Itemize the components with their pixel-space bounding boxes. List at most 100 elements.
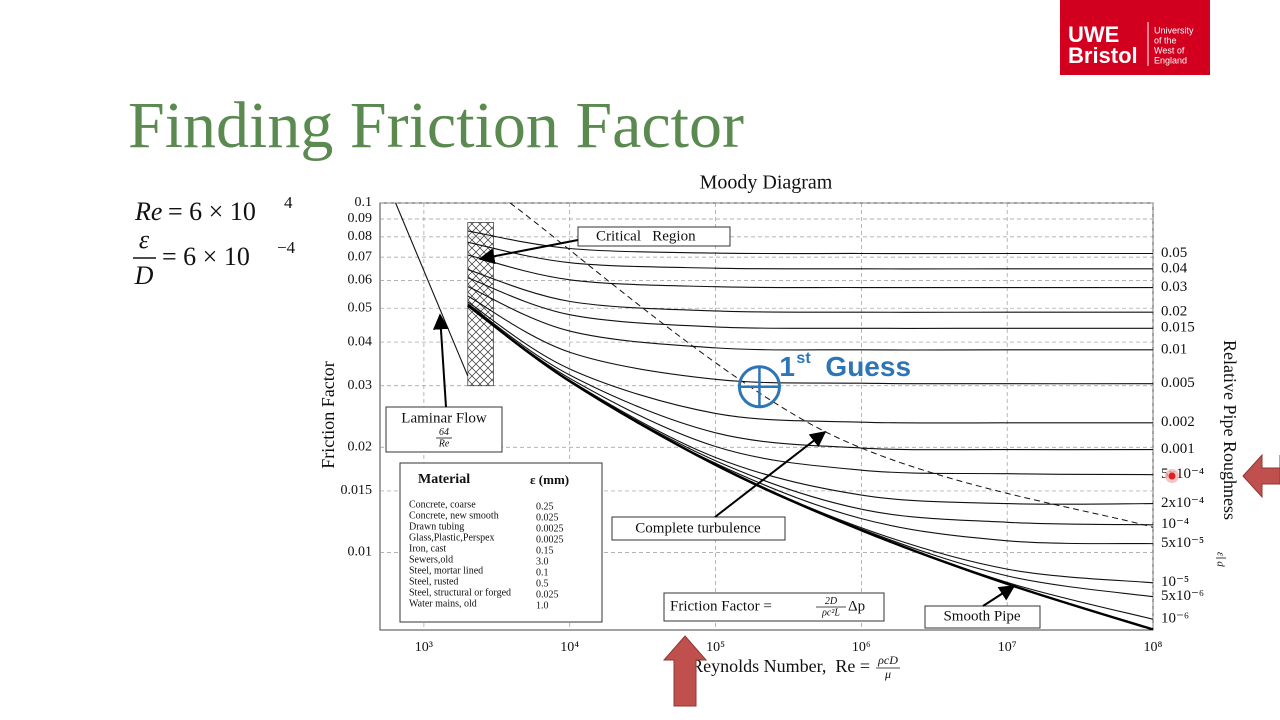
- y-tick-label: 0.1: [355, 195, 373, 210]
- y-tick-label: 0.03: [348, 378, 373, 393]
- table-cell: 0.0025: [536, 534, 564, 545]
- annotation-box: [924, 605, 1041, 629]
- table-cell: 0.025: [536, 589, 559, 600]
- curve-label: 10⁻⁴: [1161, 516, 1189, 532]
- logo-small: of the: [1154, 35, 1177, 45]
- slide-title: Finding Friction Factor: [128, 89, 744, 162]
- table-header: ε (mm): [530, 472, 569, 487]
- annotation-text: Laminar Flow: [401, 410, 487, 426]
- table-cell: Steel, mortar lined: [409, 565, 483, 576]
- table-cell: 0.25: [536, 501, 554, 512]
- y-axis-label: Friction Factor: [318, 361, 338, 468]
- table-cell: 0.025: [536, 512, 559, 523]
- annotation-box: [663, 592, 885, 622]
- y-tick-label: 0.08: [348, 229, 373, 244]
- curve-label: 0.05: [1161, 245, 1187, 261]
- x-axis-label-den: μ: [884, 667, 891, 681]
- roughness-curve: [467, 269, 1153, 313]
- equation-exp: 4: [284, 193, 293, 212]
- x-axis-label-num: ρcD: [877, 653, 898, 667]
- plot-area: [395, 203, 1153, 630]
- table-cell: Concrete, new smooth: [409, 510, 499, 521]
- equation-den: D: [134, 261, 154, 290]
- table-cell: 0.15: [536, 545, 554, 556]
- y-tick-label: 0.01: [348, 545, 373, 560]
- annotation-box: [611, 516, 786, 541]
- annotation-arrow: [714, 431, 827, 518]
- table-cell: 0.0025: [536, 523, 564, 534]
- chart-title: Moody Diagram: [700, 172, 833, 194]
- x-tick-label: 10⁴: [560, 640, 579, 655]
- curve-label: 0.015: [1161, 320, 1195, 336]
- logo-small: University: [1154, 25, 1194, 35]
- formula-num: 2D: [825, 596, 838, 607]
- x-tick-label: 10⁸: [1144, 640, 1163, 655]
- roughness-curve: [467, 301, 1153, 424]
- curve-label: 5x10⁻⁶: [1161, 588, 1204, 604]
- logo-small: England: [1154, 55, 1187, 65]
- table-cell: Water mains, old: [409, 598, 477, 609]
- table-cell: 0.5: [536, 578, 549, 589]
- curve-label: 0.03: [1161, 279, 1187, 295]
- logo-text: Bristol: [1068, 43, 1138, 68]
- x-axis-label: Reynolds Number, Re =: [691, 656, 870, 676]
- table-cell: Iron, cast: [409, 543, 446, 554]
- table-cell: 0.1: [536, 567, 549, 578]
- guess-label: st: [796, 350, 811, 367]
- curve-label: 0.002: [1161, 414, 1195, 430]
- formula-text: Friction Factor =: [670, 598, 772, 614]
- annotation-text: Smooth Pipe: [943, 608, 1020, 624]
- y-tick-label: 0.06: [348, 273, 373, 288]
- laminar-formula-den: Re: [438, 438, 450, 449]
- laminar-line: [395, 203, 469, 377]
- curve-label: 0.005: [1161, 375, 1195, 391]
- curve-label: 0.02: [1161, 304, 1187, 320]
- curve-label: 2x10⁻⁴: [1161, 495, 1204, 511]
- annotation-arrow: [982, 585, 1016, 607]
- pointer-arrow: [662, 635, 708, 707]
- guess-label: Guess: [825, 351, 911, 382]
- equation-rhs: = 6 × 10: [168, 197, 256, 226]
- materials-table: [399, 462, 603, 623]
- logo-text: UWE: [1068, 22, 1119, 47]
- guess-label: 1: [779, 351, 795, 382]
- curve-label: 0.01: [1161, 341, 1187, 357]
- roughness-curve: [467, 304, 1153, 476]
- roughness-curve: [467, 254, 1153, 289]
- roughness-curve: [467, 241, 1153, 270]
- y-tick-label: 0.09: [348, 211, 373, 226]
- table-cell: Steel, structural or forged: [409, 587, 511, 598]
- table-cell: Sewers,old: [409, 554, 453, 565]
- annotation-box: [577, 226, 731, 247]
- x-tick-label: 10⁷: [998, 640, 1017, 655]
- equation-exp: −4: [277, 238, 296, 257]
- table-header: Material: [418, 472, 470, 487]
- equation-rhs: = 6 × 10: [162, 242, 250, 271]
- y-tick-label: 0.07: [348, 249, 373, 264]
- logo-box: [1060, 0, 1210, 75]
- roughness-curve: [467, 277, 1153, 329]
- laminar-formula-num: 64: [439, 427, 449, 438]
- annotation-arrow: [432, 313, 449, 408]
- table-cell: Steel, rusted: [409, 576, 458, 587]
- curve-label: 10⁻⁶: [1161, 611, 1189, 627]
- table-cell: 1.0: [536, 600, 549, 611]
- roughness-curve: [467, 230, 1153, 255]
- y-tick-label: 0.04: [348, 334, 373, 349]
- logo-small: West of: [1154, 45, 1185, 55]
- table-cell: 3.0: [536, 556, 549, 567]
- equation-num: ε: [139, 225, 150, 254]
- roughness-curve: [467, 295, 1153, 385]
- turbulence-boundary: [509, 203, 1153, 528]
- y-tick-label: 0.02: [348, 439, 373, 454]
- table-cell: Concrete, coarse: [409, 499, 476, 510]
- roughness-curve: [467, 285, 1153, 351]
- annotation-text: Critical Region: [596, 228, 696, 244]
- y-tick-label: 0.05: [348, 300, 373, 315]
- cursor: [1168, 472, 1176, 480]
- y-tick-label: 0.015: [341, 483, 373, 498]
- curve-label: 10⁻⁵: [1161, 574, 1189, 590]
- pointer-arrow: [1242, 453, 1280, 499]
